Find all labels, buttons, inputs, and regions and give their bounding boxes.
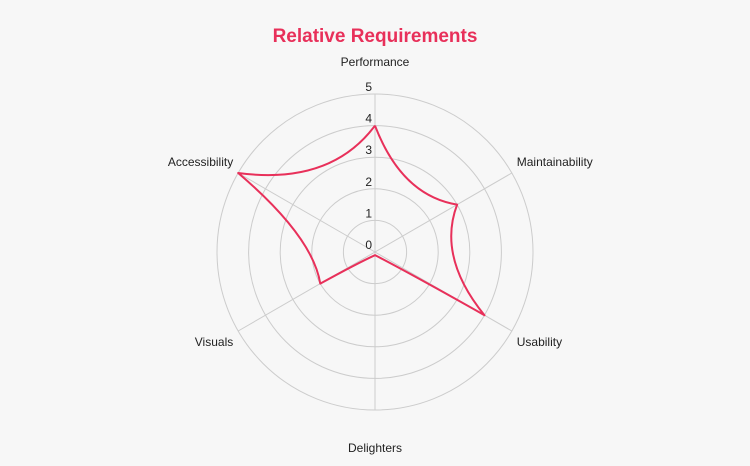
axis-label: Maintainability [517,155,593,169]
radial-tick-label: 3 [365,143,372,157]
axis-spoke [374,172,513,253]
radial-tick-label: 5 [365,80,372,94]
axis-label: Performance [341,55,410,69]
grid [216,93,534,411]
radial-tick-label: 0 [365,238,372,252]
axis-label: Visuals [195,335,233,349]
axis-spoke [237,172,376,253]
axis-labels: Performance Maintainability Usability Delig… [168,55,593,455]
axis-label: Usability [517,335,562,349]
radial-tick-label: 4 [365,112,372,126]
radial-tick-labels: 0 1 2 3 4 5 [365,80,372,252]
chart-title: Relative Requirements [273,26,478,47]
axis-label: Accessibility [168,155,233,169]
radial-tick-label: 1 [365,206,372,220]
axis-label: Delighters [348,441,402,455]
series-layer [237,125,486,317]
series-line [237,125,486,317]
radial-tick-label: 2 [365,175,372,189]
axis-spoke [237,251,376,332]
